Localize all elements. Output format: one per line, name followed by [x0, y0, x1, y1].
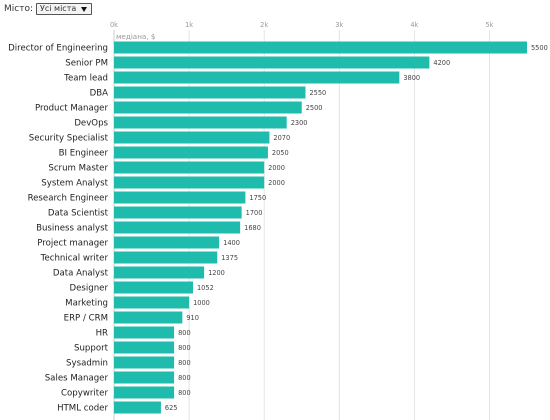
category-label: Data Analyst — [53, 269, 109, 279]
category-label: Sales Manager — [45, 374, 109, 384]
category-label: DevOps — [74, 119, 108, 129]
value-label: 910 — [186, 314, 199, 322]
x-tick-label: 2k — [260, 21, 268, 29]
category-label: Marketing — [65, 299, 108, 309]
value-label: 3800 — [403, 74, 420, 82]
bar — [114, 401, 161, 414]
bar — [114, 176, 265, 189]
bar — [114, 86, 306, 99]
value-label: 1052 — [197, 284, 214, 292]
category-label: Technical writer — [40, 254, 109, 264]
category-label: HTML coder — [57, 404, 108, 414]
value-label: 1375 — [221, 254, 238, 262]
bar — [114, 341, 175, 354]
category-label: Business analyst — [36, 224, 109, 234]
bar — [114, 101, 302, 114]
value-label: 2300 — [291, 119, 308, 127]
bar — [114, 221, 241, 234]
x-tick-label: 4k — [410, 21, 418, 29]
tick-layer: 0k 1k 2k 3k 4k 5k — [110, 21, 494, 29]
bar — [114, 326, 175, 339]
value-label: 1000 — [193, 299, 210, 307]
category-label: Sysadmin — [66, 359, 108, 369]
category-label: Product Manager — [35, 104, 108, 114]
category-label: Senior PM — [65, 59, 108, 69]
category-label: Copywriter — [61, 389, 108, 399]
bar — [114, 116, 287, 129]
value-label: 800 — [178, 359, 191, 367]
bar — [114, 371, 175, 384]
bar — [114, 146, 268, 159]
value-label: 1700 — [246, 209, 263, 217]
city-select[interactable]: Усі міста — [36, 3, 92, 15]
category-label: Director of Engineering — [8, 44, 108, 54]
bar — [114, 386, 175, 399]
value-label: 800 — [178, 374, 191, 382]
bar — [114, 356, 175, 369]
category-label: Scrum Master — [48, 164, 108, 174]
value-label: 1400 — [223, 239, 240, 247]
value-label: 1680 — [244, 224, 261, 232]
value-label: 2070 — [273, 134, 290, 142]
category-label: BI Engineer — [59, 149, 109, 159]
value-label: 1750 — [249, 194, 266, 202]
category-label: Security Specialist — [29, 134, 109, 144]
bar — [114, 131, 270, 144]
category-label: Project manager — [37, 239, 108, 249]
x-tick-label: 3k — [335, 21, 343, 29]
bar — [114, 206, 242, 219]
x-axis-title: медіана, $ — [116, 32, 155, 41]
value-label: 2000 — [268, 179, 285, 187]
value-label: 800 — [178, 389, 191, 397]
category-label: DBA — [90, 89, 109, 99]
city-filter: Місто: Усі міста — [4, 2, 92, 16]
category-label: Designer — [70, 284, 109, 294]
bar — [114, 41, 527, 54]
bar — [114, 161, 265, 174]
city-select-value: Усі міста — [40, 4, 77, 13]
chevron-down-icon — [81, 6, 87, 12]
value-label: 800 — [178, 344, 191, 352]
bar — [114, 311, 183, 324]
x-tick-label: 5k — [485, 21, 493, 29]
bar — [114, 56, 430, 69]
category-label: ERP / CRM — [64, 314, 108, 324]
bar — [114, 251, 218, 264]
value-label: 5500 — [531, 44, 548, 52]
category-label: HR — [96, 329, 108, 339]
category-label: System Analyst — [41, 179, 108, 189]
city-filter-label: Місто: — [4, 4, 33, 14]
category-label: Data Scientist — [48, 209, 109, 219]
value-label: 2550 — [309, 89, 326, 97]
bar — [114, 281, 193, 294]
x-tick-label: 1k — [185, 21, 193, 29]
value-label: 2050 — [272, 149, 289, 157]
bar — [114, 236, 220, 249]
bar — [114, 296, 190, 309]
value-label: 625 — [165, 404, 178, 412]
value-label: 4200 — [433, 59, 450, 67]
value-label: 2000 — [268, 164, 285, 172]
category-label-layer: Director of Engineering Senior PM Team lea… — [8, 44, 108, 414]
value-label: 1200 — [208, 269, 225, 277]
bar-layer — [114, 41, 527, 414]
value-label: 800 — [178, 329, 191, 337]
x-tick-label: 0k — [110, 21, 118, 29]
category-label: Research Engineer — [28, 194, 109, 204]
category-label: Support — [74, 344, 109, 354]
category-label: Team lead — [63, 74, 108, 84]
bar — [114, 191, 246, 204]
bar — [114, 71, 400, 84]
bar — [114, 266, 205, 279]
value-label: 2500 — [306, 104, 323, 112]
